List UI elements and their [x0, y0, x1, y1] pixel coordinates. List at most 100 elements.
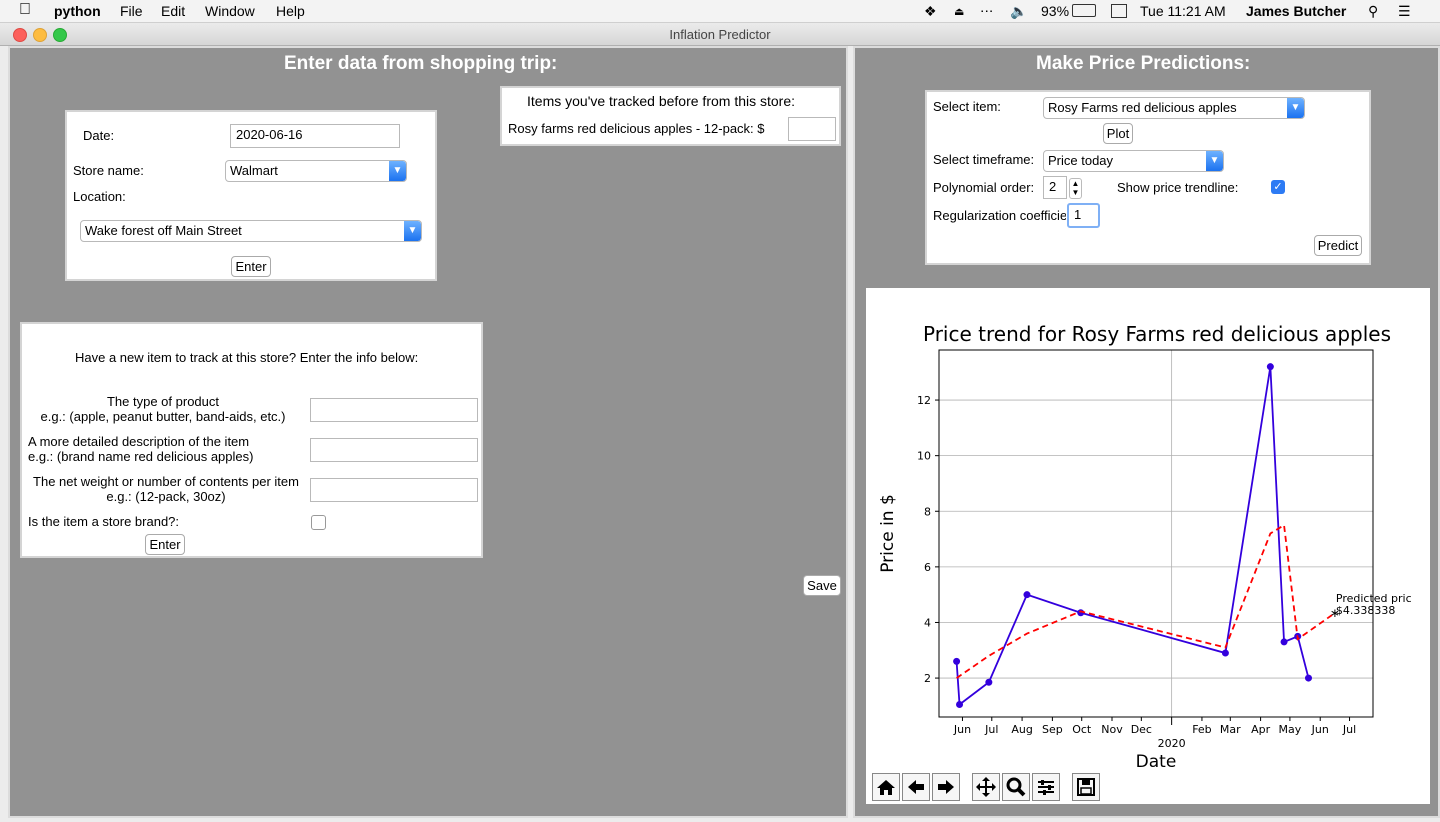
app-menu[interactable]: python	[54, 3, 101, 19]
store-name-label: Store name:	[73, 163, 144, 178]
description-example: e.g.: (brand name red delicious apples)	[28, 449, 254, 464]
regularization-field[interactable]: 1	[1067, 203, 1100, 228]
zoom-icon[interactable]	[1002, 773, 1030, 801]
weight-example: e.g.: (12-pack, 30oz)	[106, 489, 226, 504]
save-figure-icon[interactable]	[1072, 773, 1100, 801]
tracked-item-price-field[interactable]	[788, 117, 836, 141]
menu-window[interactable]: Window	[205, 3, 255, 19]
product-type-example: e.g.: (apple, peanut butter, band-aids, …	[40, 409, 286, 424]
window-title-bar: Inflation Predictor	[0, 23, 1440, 46]
chevron-down-icon: ▼	[1206, 151, 1223, 171]
description-field[interactable]	[310, 438, 478, 462]
store-brand-label: Is the item a store brand?:	[28, 514, 180, 529]
store-select-value: Walmart	[230, 163, 278, 178]
store-select[interactable]: Walmart ▼	[225, 160, 407, 182]
store-brand-checkbox[interactable]	[311, 515, 326, 530]
product-type-field[interactable]	[310, 398, 478, 422]
price-point	[1280, 638, 1288, 646]
chevron-down-icon: ▼	[389, 161, 406, 181]
tracked-items-box	[500, 86, 841, 146]
volume-icon[interactable]: 🔈	[1010, 3, 1028, 19]
predict-button[interactable]: Predict	[1314, 235, 1362, 256]
chevron-down-icon[interactable]: ▼	[1071, 188, 1080, 197]
dropbox-icon[interactable]: ❖	[924, 3, 937, 19]
menu-edit[interactable]: Edit	[161, 3, 186, 19]
weight-label-line: The net weight or number of contents per…	[33, 474, 299, 489]
plot-button[interactable]: Plot	[1103, 123, 1133, 144]
apple-icon[interactable]: 	[19, 1, 31, 19]
prediction-annotation-line-2: $4.338338	[1336, 604, 1396, 617]
weight-field[interactable]	[310, 478, 478, 502]
home-icon[interactable]	[872, 773, 900, 801]
notification-center-icon[interactable]: ☰	[1398, 3, 1411, 19]
save-button[interactable]: Save	[803, 575, 841, 596]
chevron-up-icon[interactable]: ▲	[1071, 179, 1080, 188]
weight-label: The net weight or number of contents per…	[28, 474, 304, 504]
tracked-item-label: Rosy farms red delicious apples - 12-pac…	[508, 121, 765, 136]
polynomial-order-label: Polynomial order:	[933, 180, 1035, 195]
battery-percent[interactable]: 93%	[1041, 3, 1070, 19]
timeframe-label: Select timeframe:	[933, 152, 1035, 167]
configure-subplots-icon[interactable]	[1032, 773, 1060, 801]
location-select[interactable]: Wake forest off Main Street ▼	[80, 220, 422, 242]
y-tick-label: 2	[924, 672, 931, 685]
date-label: Date:	[83, 128, 115, 143]
clock[interactable]: Tue 11:21 AM	[1140, 3, 1226, 19]
regularization-label: Regularization coefficie	[933, 208, 1066, 223]
x-tick-label: Jul	[1342, 723, 1356, 736]
minimize-window-icon[interactable]	[33, 28, 47, 42]
chevron-down-icon: ▼	[404, 221, 421, 241]
prediction-annotation-line-1: Predicted pric	[1336, 592, 1412, 605]
trendline-label: Show price trendline:	[1117, 180, 1239, 195]
menu-file[interactable]: File	[120, 3, 143, 19]
store-enter-button[interactable]: Enter	[231, 256, 271, 277]
y-axis-label: Price in $	[878, 494, 898, 573]
price-point	[985, 678, 993, 686]
x-tick-label: May	[1279, 723, 1302, 736]
close-window-icon[interactable]	[13, 28, 27, 42]
polynomial-order-field[interactable]: 2	[1043, 176, 1067, 199]
polynomial-stepper[interactable]: ▲ ▼	[1069, 178, 1082, 199]
trendline-checkbox[interactable]: ✓	[1271, 180, 1285, 194]
chart-title: Price trend for Rosy Farms red delicious…	[923, 322, 1391, 346]
input-source-icon[interactable]	[1111, 4, 1127, 18]
x-tick-label: Sep	[1042, 723, 1063, 736]
tracked-items-title: Items you've tracked before from this st…	[527, 93, 796, 109]
pan-icon[interactable]	[972, 773, 1000, 801]
x-tick-label: Oct	[1072, 723, 1092, 736]
shopping-trip-header: Enter data from shopping trip:	[284, 53, 558, 74]
zoom-window-icon[interactable]	[53, 28, 67, 42]
battery-icon[interactable]	[1072, 4, 1096, 17]
x-tick-label: Jun	[1311, 723, 1329, 736]
menu-help[interactable]: Help	[276, 3, 305, 19]
eject-icon[interactable]: ⏏	[954, 6, 965, 18]
y-tick-label: 6	[924, 561, 931, 574]
y-tick-label: 12	[917, 394, 931, 407]
description-label: A more detailed description of the item e…	[28, 434, 253, 464]
spotlight-icon[interactable]: ⚲	[1368, 3, 1379, 19]
wifi-icon[interactable]: ⋅⋅⋅	[980, 3, 994, 19]
new-item-enter-button[interactable]: Enter	[145, 534, 185, 555]
new-item-title: Have a new item to track at this store? …	[75, 350, 419, 365]
date-field[interactable]: 2020-06-16	[230, 124, 400, 148]
product-type-label-line: The type of product	[106, 394, 219, 409]
timeframe-select[interactable]: Price today ▼	[1043, 150, 1224, 172]
window-title: Inflation Predictor	[669, 27, 771, 42]
product-type-label: The type of product e.g.: (apple, peanut …	[28, 394, 298, 424]
user-name[interactable]: James Butcher	[1246, 3, 1347, 19]
forward-arrow-icon[interactable]	[932, 773, 960, 801]
back-arrow-icon[interactable]	[902, 773, 930, 801]
trendline-series-line	[956, 523, 1336, 679]
x-tick-label: Feb	[1192, 723, 1211, 736]
timeframe-select-value: Price today	[1048, 153, 1114, 168]
chart-canvas	[866, 288, 1430, 804]
location-select-value: Wake forest off Main Street	[85, 223, 242, 238]
price-point	[1266, 363, 1274, 371]
x-tick-label: Apr	[1251, 723, 1271, 736]
x-axis-label: Date	[1136, 752, 1177, 772]
menu-bar:  python File Edit Window Help ❖ ⏏ ⋅⋅⋅ 🔈…	[0, 0, 1440, 23]
x-tick-label: Dec	[1131, 723, 1152, 736]
x-tick-label: Aug	[1011, 723, 1032, 736]
predicted-point-marker: ∗	[1330, 606, 1340, 620]
item-select[interactable]: Rosy Farms red delicious apples ▼	[1043, 97, 1305, 119]
